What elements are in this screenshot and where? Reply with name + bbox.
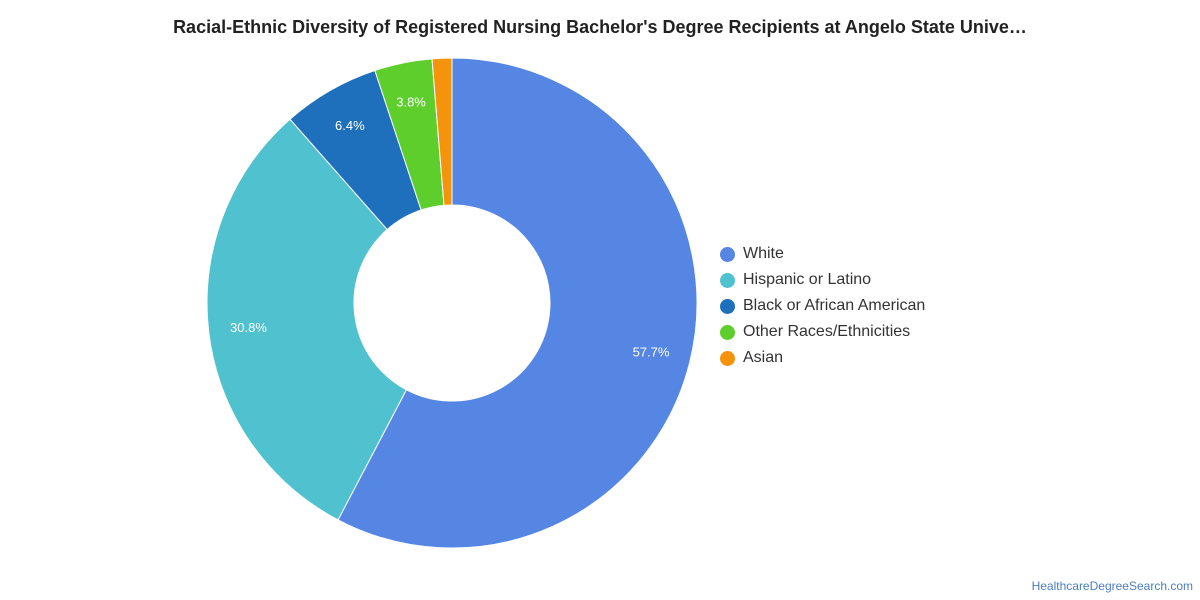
legend-swatch [720,350,735,366]
legend-label: Hispanic or Latino [743,271,872,288]
legend-item-asian[interactable]: Asian [720,345,925,371]
slice-hispanic-or-latino[interactable] [206,118,408,521]
data-label-other-races-ethnicities: 3.8% [396,95,426,110]
legend-swatch [720,298,735,314]
chart-title: Racial-Ethnic Diversity of Registered Nu… [173,17,1027,37]
slices-group [206,57,698,549]
slice-asian[interactable] [431,57,453,206]
legend-item-white[interactable]: White [720,241,925,267]
legend-item-hispanic-or-latino[interactable]: Hispanic or Latino [720,267,925,293]
legend-item-other-races-ethnicities[interactable]: Other Races/Ethnicities [720,319,925,345]
data-label-white: 57.7% [633,345,670,360]
data-labels-group: 57.7% 30.8% 6.4% 3.8% [230,95,670,360]
legend-label: White [743,245,784,262]
slice-white[interactable] [337,57,698,549]
legend: White Hispanic or Latino Black or African … [720,241,925,371]
source-credit-link[interactable]: HealthcareDegreeSearch.com [1031,579,1193,593]
data-label-black-or-african-american: 6.4% [335,118,365,133]
data-label-hispanic-or-latino: 30.8% [230,320,267,335]
legend-swatch [720,272,735,288]
legend-swatch [720,324,735,340]
legend-label: Black or African American [743,297,926,314]
legend-label: Asian [743,349,784,366]
legend-swatch [720,246,735,262]
legend-item-black-or-african-american[interactable]: Black or African American [720,293,925,319]
legend-label: Other Races/Ethnicities [743,323,911,340]
